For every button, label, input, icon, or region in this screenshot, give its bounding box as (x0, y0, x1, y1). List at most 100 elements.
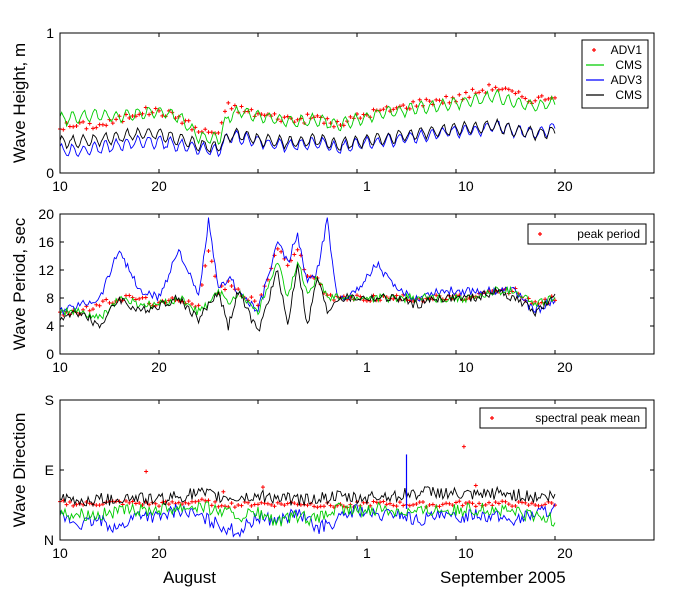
wave-direction-series-0-point (397, 500, 402, 505)
wave-height-series-0-point (203, 127, 208, 132)
wave-direction-legend-box (479, 407, 647, 429)
wave-period-series-0-point (186, 299, 191, 304)
wave-height-series-0-point (411, 99, 416, 104)
wave-period-series-0-point (279, 249, 284, 254)
wave-period-legend-label: peak period (577, 227, 640, 241)
wave-height-xtick-label: 1 (363, 178, 371, 194)
wave-height-series-0-point (371, 107, 376, 112)
wave-direction-series-0-point (315, 505, 320, 510)
wave-direction-xticks: 10 20 1 10 20 (52, 400, 655, 561)
wave-direction-series-0-point (124, 498, 128, 503)
wave-direction-series-0-point (133, 501, 138, 506)
wave-direction-series-0-point (503, 499, 508, 504)
wave-height-series-0-point (94, 125, 99, 130)
wave-direction-series-0-point (259, 500, 264, 505)
wave-direction-series-0-point (549, 500, 554, 505)
wave-height-series-0-point (305, 112, 310, 117)
wave-height-series-0-point (510, 88, 515, 93)
wave-height-series-0-point (348, 114, 353, 119)
wave-direction-spike-4 (473, 483, 478, 488)
wave-direction-series-0-point (67, 499, 72, 504)
wave-height-ytick-label: 0 (46, 165, 54, 181)
wave-height-xticks: 10 20 1 10 20 (52, 33, 655, 194)
wave-height-series-0-point (487, 82, 491, 87)
wave-direction-series-3-line (59, 485, 556, 507)
wave-direction-yticks: N E S (44, 392, 654, 548)
wave-period-series-0-point (249, 295, 254, 300)
wave-direction-series-0-point (440, 502, 445, 507)
wave-height-series-0-point (543, 97, 548, 102)
wave-height-xtick-label: 20 (557, 178, 573, 194)
wave-height-series-0-point (71, 124, 76, 129)
wave-height-series-0-point (533, 98, 538, 103)
wave-height-series-0-point (500, 87, 505, 92)
wave-direction-series-0-point (473, 504, 478, 509)
wave-direction-spike-1 (221, 489, 226, 494)
wave-height-series-0-point (84, 126, 89, 131)
wave-height-series-0-point (520, 94, 524, 99)
wave-period-series-0-point (97, 303, 102, 308)
wave-direction-series-0-point (71, 503, 76, 508)
wave-direction-series-0-point (305, 503, 310, 508)
wave-direction-series-0-point (199, 497, 204, 502)
wave-period-series-0-point (361, 298, 366, 303)
wave-period-series-0-point (190, 301, 194, 306)
wave-direction-series-0-point (269, 502, 274, 507)
wave-direction-series-0-point (414, 501, 419, 506)
wave-height-series-0-point (457, 92, 462, 97)
wave-direction-series-0-point (457, 499, 462, 504)
wave-height-series-0-point (490, 87, 495, 92)
wave-height-series-0-point (539, 93, 544, 98)
wave-period-ytick-label: 16 (38, 234, 54, 250)
wave-height-series-0-point (180, 121, 185, 126)
wave-period-ytick-label: 8 (46, 290, 54, 306)
wave-direction-series-0-point (239, 503, 244, 508)
wave-direction-series-0-point (265, 501, 270, 506)
wave-height-series-0-point (147, 112, 152, 117)
wave-direction-series-3 (59, 485, 556, 507)
wave-direction-series-0-point (292, 501, 297, 506)
wave-direction-series-0-point (384, 502, 389, 507)
wave-direction-series-0-point (186, 501, 191, 506)
wave-direction-series-0-point (523, 500, 528, 505)
wave-height-series-0-point (153, 106, 158, 111)
wave-period-series-0-point (100, 299, 105, 304)
wave-period-series-0-point (143, 295, 148, 300)
month-label-september: September 2005 (440, 568, 566, 587)
wave-direction-series-0-point (137, 500, 142, 505)
wave-period-ytick-label: 0 (46, 346, 54, 362)
wave-height-legend-swatch (592, 48, 596, 52)
wave-direction-ytick-label: N (44, 532, 54, 548)
wave-height-xtick-label: 10 (458, 178, 474, 194)
wave-height-series-0-point (282, 115, 287, 120)
wave-direction-series-0-point (246, 500, 251, 505)
wave-height-series-1 (59, 88, 556, 145)
wave-height-series-0-point (401, 103, 406, 108)
wave-direction-series-0-point (447, 501, 452, 506)
wave-direction-legend: spectral peak mean (479, 407, 647, 429)
wave-period-series-1-line (59, 217, 556, 316)
wave-height-legend-label: CMS (615, 58, 642, 72)
wave-height-series-0-point (444, 94, 449, 99)
wave-direction-series-0-point (421, 499, 425, 504)
wave-direction-series-0-point (437, 504, 442, 509)
wave-height-series-1-line (59, 88, 556, 145)
wave-period-yticks: 0 4 8 12 16 20 (38, 206, 654, 362)
wave-height-series-0-point (553, 95, 557, 100)
wave-height-series-0-point (358, 116, 363, 121)
wave-height-series-0-point (331, 124, 336, 129)
wave-period-xtick-label: 10 (458, 359, 474, 375)
wave-direction-series-0-point (157, 504, 161, 509)
wave-height-series-0-point (506, 87, 511, 92)
wave-height-series-0-point (137, 112, 142, 117)
wave-height-xtick-label: 10 (52, 178, 68, 194)
wave-direction-series-0-point (407, 503, 412, 508)
wave-height-series-0-point (381, 107, 386, 112)
wave-direction-series-0-point (282, 503, 287, 508)
wave-height-yticks: 01 (46, 25, 654, 181)
month-label-august: August (163, 568, 216, 587)
wave-direction-series-0-point (487, 500, 491, 505)
wave-direction-xtick-label: 10 (52, 545, 68, 561)
wave-period-series-0-point (91, 307, 95, 312)
wave-direction-series-0-point (236, 502, 241, 507)
